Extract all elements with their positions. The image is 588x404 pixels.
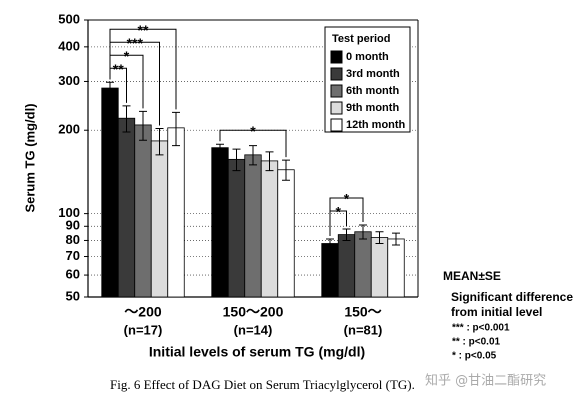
legend-swatch (330, 84, 343, 98)
side-note: MEAN±SE (443, 269, 501, 283)
significance-bracket (109, 28, 177, 110)
side-note: ** : p<0.01 (452, 337, 501, 348)
x-tick-label: ～200 (124, 304, 162, 320)
significance-label: * (250, 123, 256, 139)
significance-label: * (336, 204, 342, 220)
y-tick-label: 80 (66, 232, 80, 247)
error-bar (139, 110, 147, 141)
legend-label: 12th month (346, 119, 406, 131)
bar (337, 234, 356, 298)
side-note: * : p<0.05 (452, 351, 497, 362)
bar (260, 160, 279, 298)
watermark: 知乎 @甘油二酯研究 (425, 373, 546, 389)
bar (244, 154, 262, 298)
legend-swatch (330, 118, 343, 132)
bar (101, 87, 119, 298)
legend-label: 9th month (346, 102, 399, 114)
legend-title: Test period (332, 33, 390, 45)
error-bar (392, 232, 400, 246)
legend-label: 0 month (346, 51, 389, 63)
significance-label: * (124, 48, 130, 64)
bar (227, 158, 246, 298)
error-bar (106, 81, 114, 95)
legend-label: 6th month (346, 85, 399, 97)
error-bar (375, 231, 384, 245)
x-tick-note: (n=14) (234, 322, 273, 337)
y-tick-label: 50 (66, 288, 80, 303)
legend-swatch (330, 67, 343, 81)
bar (387, 238, 405, 298)
error-bar (172, 111, 180, 147)
error-bar (249, 145, 257, 166)
bar (134, 124, 152, 298)
x-tick-note: (n=17) (124, 322, 163, 337)
y-tick-label: 90 (66, 218, 80, 233)
significance-label: ** (113, 61, 124, 77)
error-bar (216, 143, 224, 152)
bar (370, 237, 389, 298)
x-tick-label: 150～200 (223, 304, 284, 320)
bar (354, 231, 372, 298)
error-bar (282, 159, 290, 181)
bar (321, 243, 339, 298)
x-axis-label: Initial levels of serum TG (mg/dl) (149, 344, 365, 360)
y-tick-label: 200 (58, 122, 80, 137)
x-tick-label: 150～ (344, 304, 381, 320)
side-note: from initial level (451, 305, 542, 319)
significance-label: * (344, 191, 350, 207)
error-bar (359, 224, 367, 240)
significance-bracket (219, 129, 287, 158)
bar (211, 147, 229, 298)
bar (150, 140, 169, 298)
y-tick-label: 70 (66, 248, 80, 263)
significance-label: ** (138, 22, 149, 38)
error-bar (155, 127, 164, 156)
error-bar (342, 228, 351, 241)
error-bar (265, 151, 274, 172)
error-bar (326, 238, 334, 249)
bar (277, 169, 295, 298)
side-note: Significant difference (451, 290, 573, 304)
legend-label: 3rd month (346, 68, 400, 80)
significance-label: *** (127, 35, 144, 51)
bar (117, 117, 136, 298)
error-bar (232, 148, 241, 172)
error-bar (122, 105, 131, 133)
legend-swatch (330, 50, 343, 64)
bar (167, 127, 185, 298)
y-tick-label: 400 (58, 38, 80, 53)
x-tick-note: (n=81) (344, 322, 383, 337)
legend-swatch (330, 101, 343, 115)
y-axis-label: Serum TG (mg/dl) (22, 103, 37, 212)
y-tick-label: 500 (58, 11, 80, 26)
y-tick-label: 100 (58, 205, 80, 220)
caption: Fig. 6 Effect of DAG Diet on Serum Triac… (110, 377, 415, 392)
significance-bracket (329, 197, 364, 236)
side-note: *** : p<0.001 (452, 323, 510, 334)
y-tick-label: 60 (66, 267, 80, 282)
y-tick-label: 300 (58, 73, 80, 88)
